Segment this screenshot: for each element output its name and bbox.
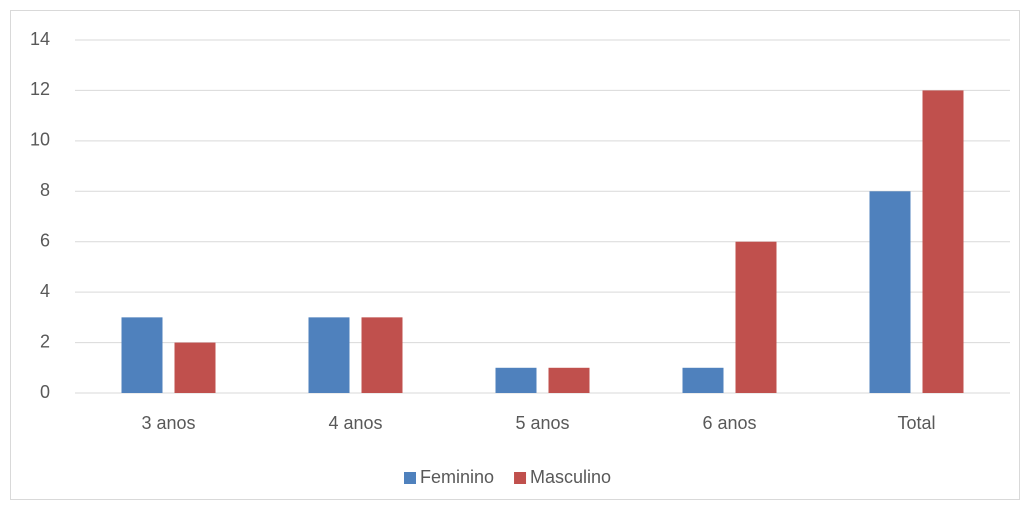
legend-label: Feminino [420, 467, 494, 487]
legend-label: Masculino [530, 467, 611, 487]
bar [922, 90, 964, 393]
x-tick-label: 6 anos [702, 413, 756, 433]
y-tick-label: 10 [30, 130, 50, 150]
y-tick-label: 14 [30, 29, 50, 49]
bar [548, 367, 590, 393]
bar [495, 367, 537, 393]
x-tick-label: 3 anos [141, 413, 195, 433]
bar [361, 317, 403, 393]
y-tick-label: 8 [40, 180, 50, 200]
bar [735, 241, 777, 393]
bar [682, 367, 724, 393]
y-tick-label: 12 [30, 79, 50, 99]
bar [869, 191, 911, 393]
y-tick-label: 4 [40, 281, 50, 301]
bar [308, 317, 350, 393]
y-tick-label: 0 [40, 382, 50, 402]
legend-swatch [514, 472, 527, 484]
x-tick-label: Total [897, 413, 935, 433]
legend-swatch [404, 472, 416, 484]
x-tick-label: 4 anos [328, 413, 382, 433]
y-tick-label: 6 [40, 230, 50, 250]
y-tick-label: 2 [40, 331, 50, 351]
bar [121, 317, 163, 393]
x-tick-label: 5 anos [515, 413, 569, 433]
chart-border [10, 10, 1020, 500]
bar [174, 342, 216, 393]
